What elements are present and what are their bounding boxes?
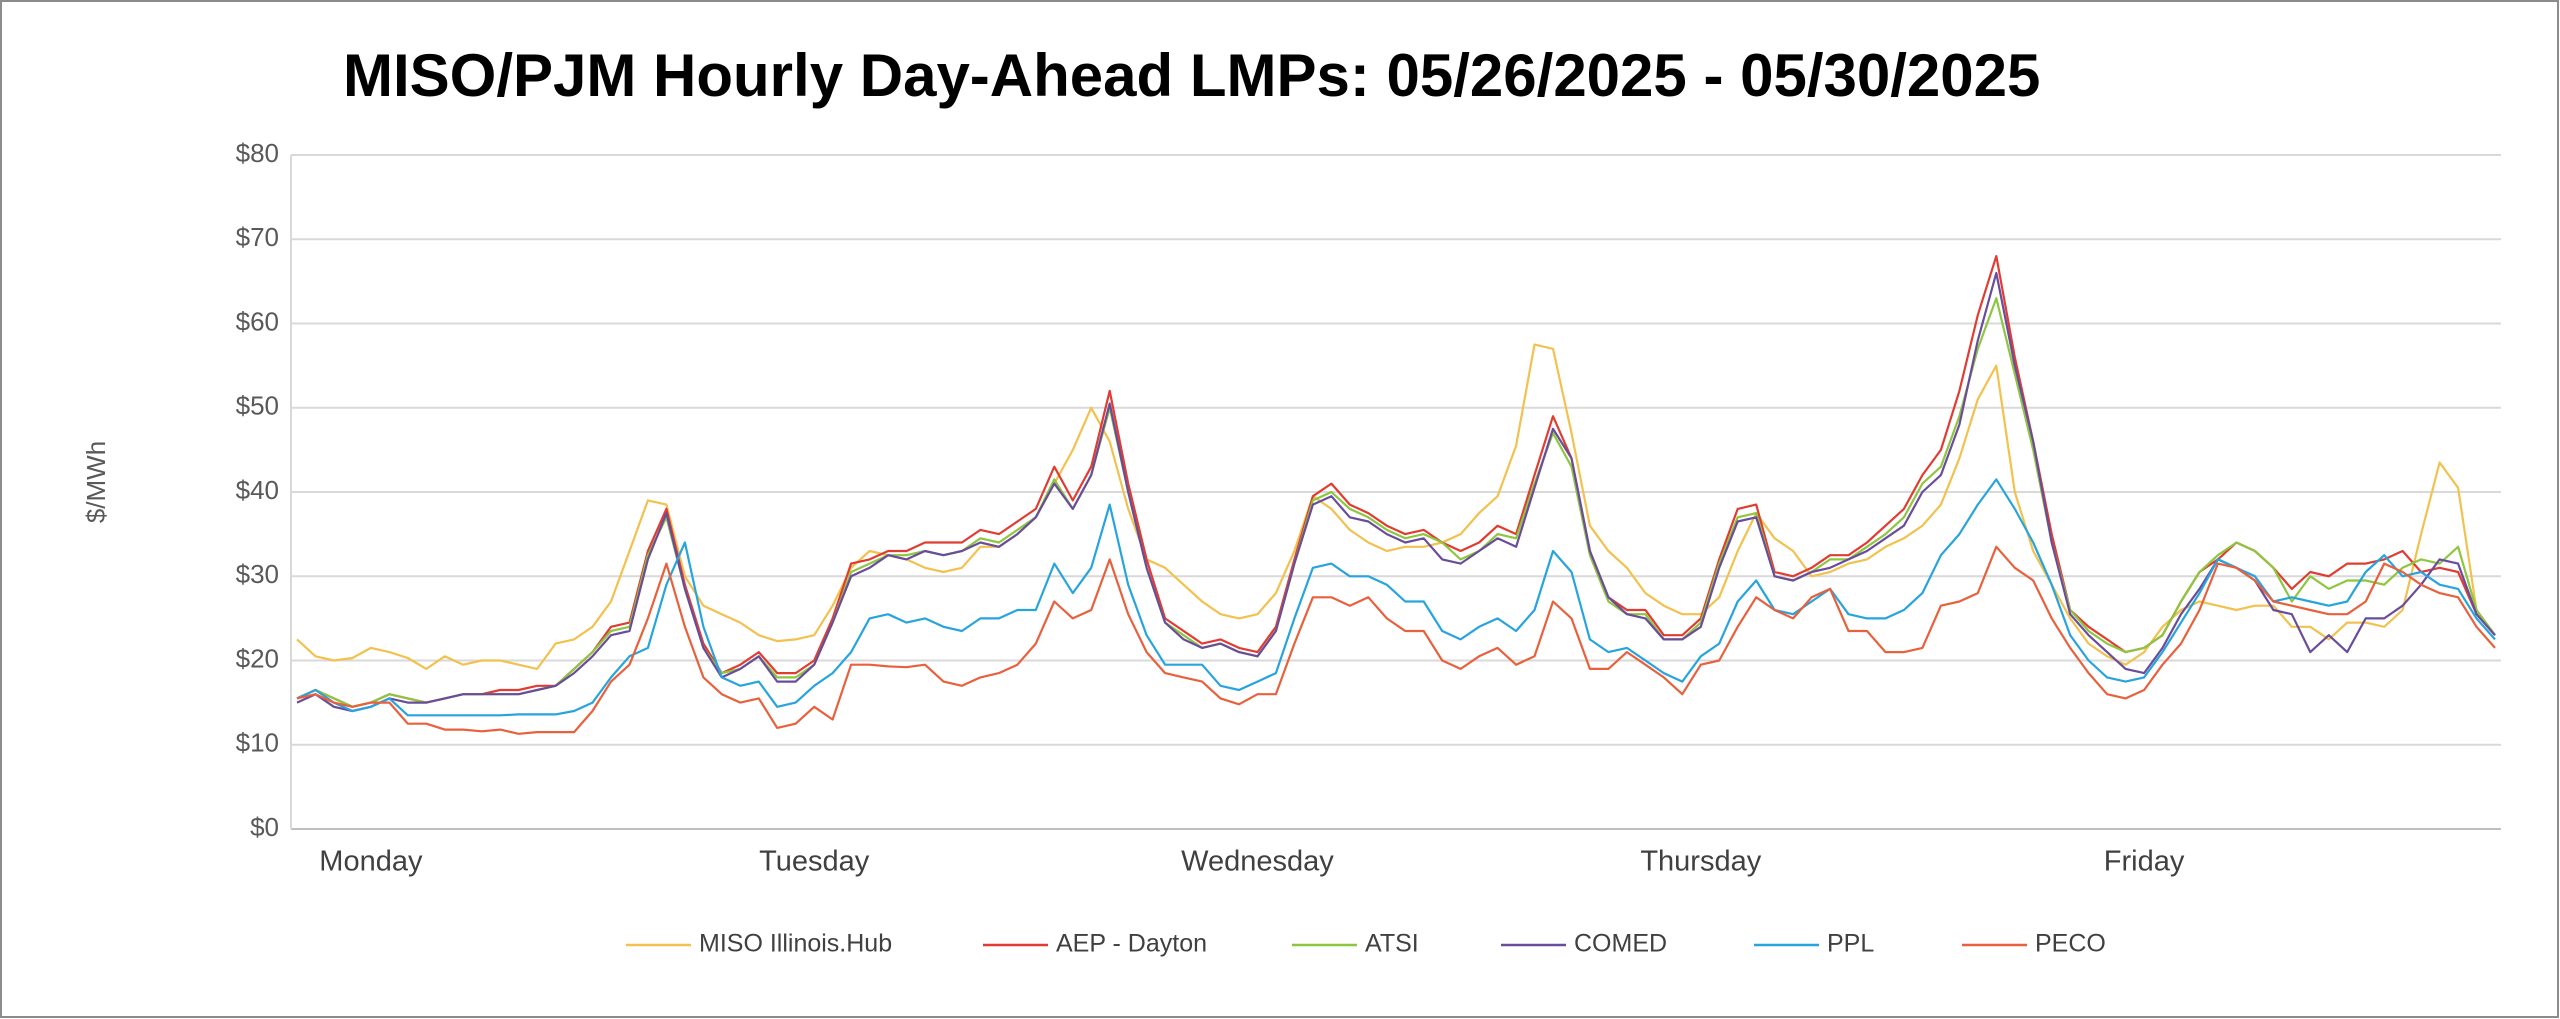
series-line bbox=[296, 271, 2496, 713]
y-tick-label: $60 bbox=[236, 306, 279, 336]
legend-label: MISO Illinois.Hub bbox=[699, 930, 892, 958]
y-tick-label: $30 bbox=[236, 559, 279, 589]
legend-label: PPL bbox=[1827, 930, 1874, 958]
legend-label: ATSI bbox=[1365, 930, 1419, 958]
y-tick-label: $40 bbox=[236, 475, 279, 505]
y-tick-label: $10 bbox=[236, 728, 279, 758]
y-tick-label: $50 bbox=[236, 391, 279, 421]
y-tick-label: $70 bbox=[236, 222, 279, 252]
x-tick-label: Thursday bbox=[1640, 846, 1761, 878]
legend-label: PECO bbox=[2035, 930, 2106, 958]
x-tick-label: Tuesday bbox=[759, 846, 870, 878]
y-axis-label: $/MWh bbox=[81, 441, 111, 523]
x-tick-label: Friday bbox=[2104, 846, 2185, 878]
y-tick-label: $20 bbox=[236, 643, 279, 673]
legend-label: COMED bbox=[1574, 930, 1667, 958]
x-tick-label: Monday bbox=[319, 846, 423, 878]
y-tick-label: $80 bbox=[236, 138, 279, 168]
legend-label: AEP - Dayton bbox=[1056, 930, 1207, 958]
x-tick-label: Wednesday bbox=[1181, 846, 1334, 878]
y-tick-label: $0 bbox=[250, 812, 279, 842]
series-line bbox=[296, 478, 2496, 717]
series-line bbox=[296, 343, 2496, 670]
chart-title: MISO/PJM Hourly Day-Ahead LMPs: 05/26/20… bbox=[343, 42, 2040, 109]
series-line bbox=[296, 545, 2496, 735]
